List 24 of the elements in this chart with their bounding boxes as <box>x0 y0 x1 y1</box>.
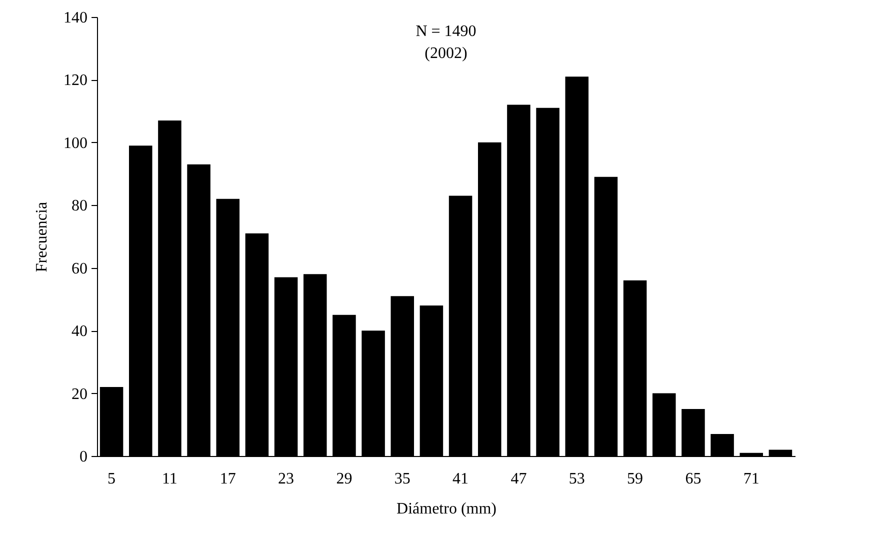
x-tick-label: 71 <box>743 470 760 488</box>
x-tick-label: 5 <box>108 470 116 488</box>
y-tick-label: 60 <box>72 260 88 278</box>
y-tick-label: 100 <box>64 134 88 152</box>
x-tick-label: 65 <box>685 470 702 488</box>
x-tick-label: 17 <box>220 470 236 488</box>
y-axis-title: Frecuencia <box>34 202 50 272</box>
x-axis-title: Diámetro (mm) <box>396 500 496 518</box>
y-tick-label: 20 <box>72 386 88 403</box>
x-tick-label: 41 <box>452 470 469 488</box>
chart-title: N = 1490 <box>416 23 476 40</box>
x-tick-label: 35 <box>394 470 410 488</box>
y-tick-label: 0 <box>80 448 88 466</box>
y-tick-label: 80 <box>72 198 88 215</box>
x-tick-label: 29 <box>336 470 352 488</box>
x-tick-label: 11 <box>162 470 178 488</box>
x-tick-label: 23 <box>278 470 294 488</box>
y-tick-label: 120 <box>64 72 88 90</box>
x-tick-label: 59 <box>627 470 644 488</box>
y-tick-label: 140 <box>64 10 88 26</box>
x-tick-label: 47 <box>510 470 527 488</box>
y-tick-label: 40 <box>72 323 88 340</box>
text: (2002) <box>424 45 468 62</box>
x-tick-label: 53 <box>568 470 585 488</box>
